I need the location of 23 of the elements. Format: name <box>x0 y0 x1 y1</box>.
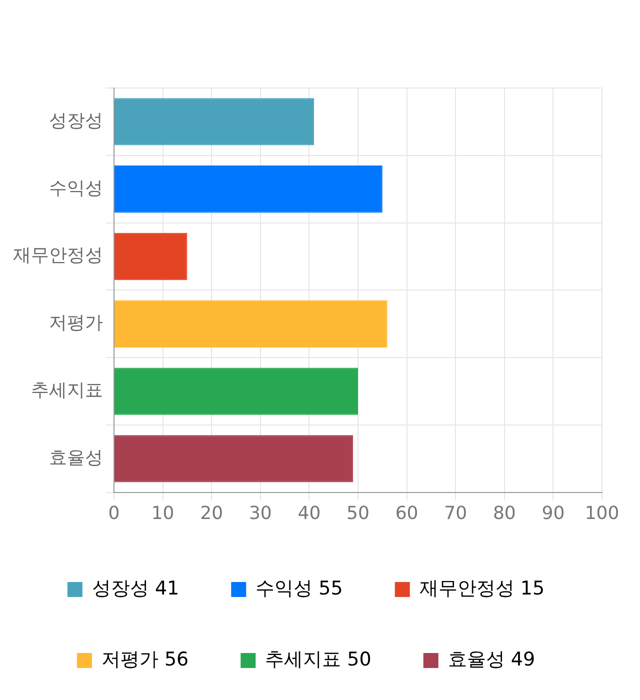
x-tick-label: 0 <box>108 502 120 524</box>
y-tick-label: 추세지표 <box>31 380 103 401</box>
x-tick-label: 50 <box>346 502 370 524</box>
legend-label: 재무안정성 15 <box>419 577 545 600</box>
legend-label: 추세지표 50 <box>265 648 372 670</box>
y-tick-label: 수익성 <box>49 178 103 199</box>
x-tick-label: 10 <box>151 502 174 524</box>
y-tick-label: 효율성 <box>49 447 103 468</box>
legend-label: 성장성 41 <box>92 577 180 600</box>
x-tick-label: 100 <box>584 502 620 524</box>
y-tick-label: 성장성 <box>49 110 103 132</box>
x-tick-label: 60 <box>395 502 418 524</box>
y-tick-label: 저평가 <box>49 312 103 334</box>
x-tick-label: 30 <box>248 502 272 524</box>
legend-label: 저평가 56 <box>101 648 189 670</box>
x-tick-label: 70 <box>444 502 468 524</box>
x-tick-label: 80 <box>492 502 516 524</box>
x-tick-label: 40 <box>298 502 321 524</box>
legend-label: 수익성 55 <box>256 577 343 600</box>
x-tick-label: 20 <box>200 502 224 524</box>
legend-label: 효율성 49 <box>448 648 536 670</box>
x-tick-label: 90 <box>542 502 565 524</box>
y-tick-label: 재무안정성 <box>13 245 103 266</box>
